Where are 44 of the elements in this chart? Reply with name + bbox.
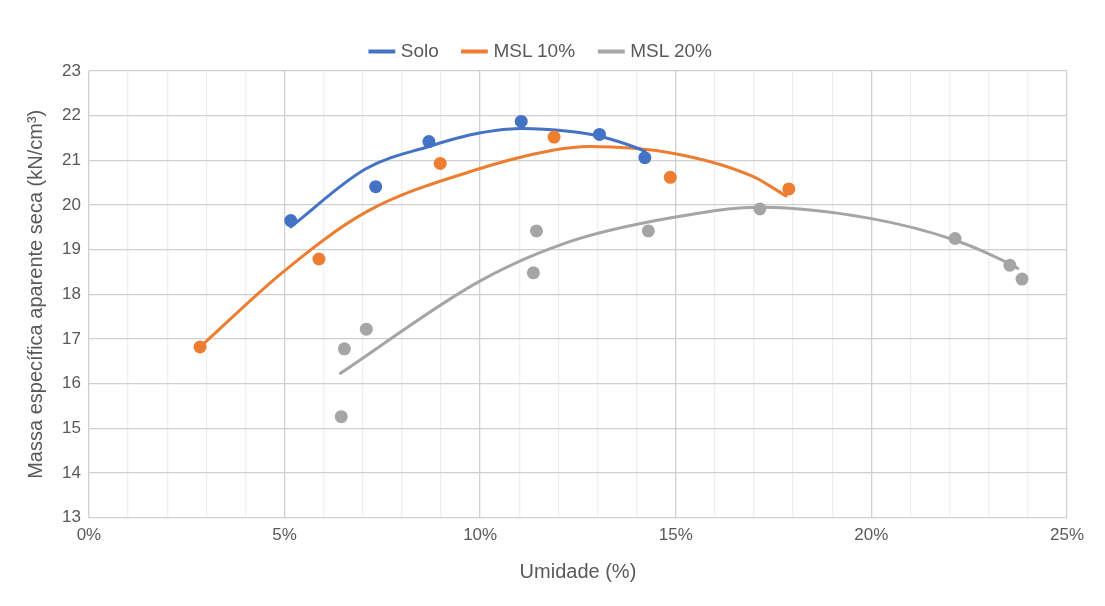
y-axis-title: Massa específica aparente seca (kN/cm³) <box>23 109 46 479</box>
y-tick-label: 16 <box>61 373 81 393</box>
point <box>641 224 655 238</box>
point <box>1003 258 1017 272</box>
x-tick-label: 5% <box>272 525 297 545</box>
point <box>514 114 528 128</box>
point <box>433 156 447 170</box>
point <box>334 410 348 424</box>
point <box>547 130 561 144</box>
y-tick-label: 23 <box>61 60 81 80</box>
legend-label: Solo <box>400 39 439 61</box>
point <box>422 135 436 149</box>
point <box>359 322 373 336</box>
point <box>663 170 677 184</box>
y-tick-label: 17 <box>61 328 81 348</box>
point <box>948 231 962 245</box>
point <box>193 340 207 354</box>
point <box>782 182 796 196</box>
point <box>638 151 652 165</box>
point <box>753 202 767 216</box>
y-tick-label: 15 <box>61 417 81 437</box>
x-tick-label: 20% <box>854 525 889 545</box>
y-tick-label: 18 <box>61 283 81 303</box>
point <box>1015 272 1029 286</box>
y-tick-label: 19 <box>61 239 81 259</box>
point <box>369 180 383 194</box>
x-axis-title: Umidade (%) <box>519 559 637 582</box>
point <box>312 252 326 266</box>
y-tick-label: 22 <box>61 105 81 125</box>
y-tick-label: 13 <box>61 507 81 527</box>
y-tick-label: 20 <box>61 194 81 214</box>
y-tick-label: 21 <box>61 150 81 170</box>
point <box>526 266 540 280</box>
y-tick-label: 14 <box>61 462 81 482</box>
point <box>529 224 543 238</box>
legend-label: MSL 10% <box>493 39 576 61</box>
legend-label: MSL 20% <box>630 39 713 61</box>
x-tick-label: 10% <box>463 525 498 545</box>
point <box>592 127 606 141</box>
x-tick-label: 15% <box>658 525 693 545</box>
x-tick-label: 0% <box>76 525 102 545</box>
point <box>284 214 298 228</box>
point <box>337 342 351 356</box>
x-tick-label: 25% <box>1049 525 1085 545</box>
